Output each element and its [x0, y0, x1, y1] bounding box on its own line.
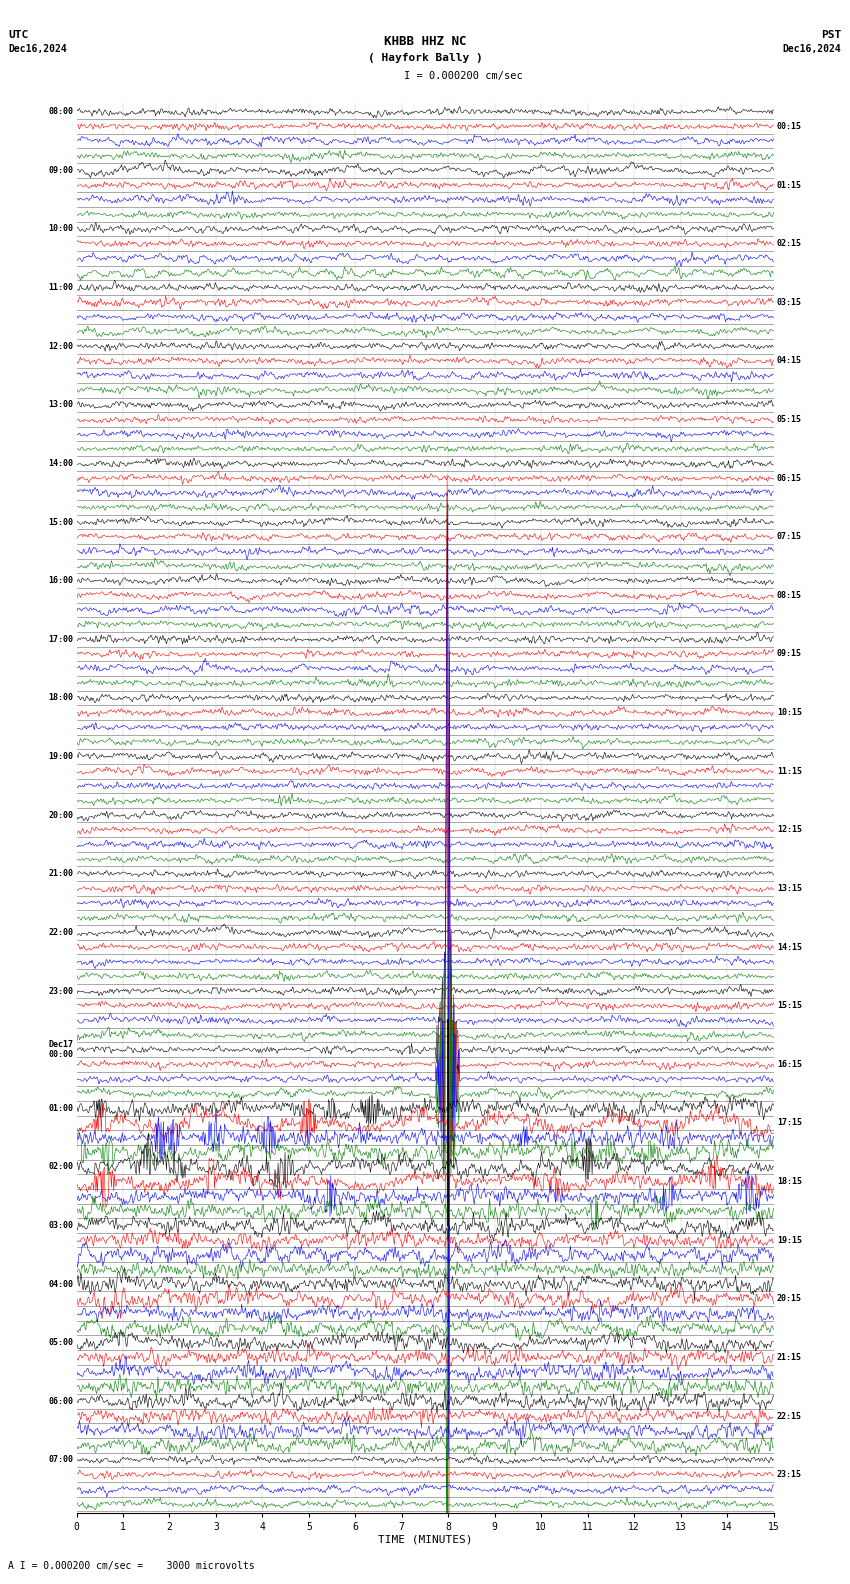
Text: 13:00: 13:00: [48, 401, 73, 409]
Text: 11:15: 11:15: [777, 767, 802, 776]
Text: 10:00: 10:00: [48, 225, 73, 233]
X-axis label: TIME (MINUTES): TIME (MINUTES): [377, 1535, 473, 1544]
Text: 05:00: 05:00: [48, 1338, 73, 1348]
Text: 00:15: 00:15: [777, 122, 802, 131]
Text: 12:00: 12:00: [48, 342, 73, 350]
Text: 19:15: 19:15: [777, 1236, 802, 1245]
Text: KHBB HHZ NC: KHBB HHZ NC: [383, 35, 467, 48]
Text: 05:15: 05:15: [777, 415, 802, 425]
Text: UTC: UTC: [8, 30, 29, 40]
Text: 06:15: 06:15: [777, 474, 802, 483]
Text: ( Hayfork Bally ): ( Hayfork Bally ): [367, 54, 483, 63]
Text: 17:15: 17:15: [777, 1118, 802, 1128]
Text: 14:15: 14:15: [777, 942, 802, 952]
Text: 01:00: 01:00: [48, 1104, 73, 1112]
Text: 10:15: 10:15: [777, 708, 802, 718]
Text: PST: PST: [821, 30, 842, 40]
Text: 03:15: 03:15: [777, 298, 802, 307]
Text: 19:00: 19:00: [48, 752, 73, 760]
Text: 23:15: 23:15: [777, 1470, 802, 1479]
Text: 04:00: 04:00: [48, 1280, 73, 1289]
Text: 21:15: 21:15: [777, 1353, 802, 1362]
Text: 21:00: 21:00: [48, 870, 73, 878]
Text: Dec16,2024: Dec16,2024: [8, 44, 67, 54]
Text: 23:00: 23:00: [48, 987, 73, 995]
Text: Dec16,2024: Dec16,2024: [783, 44, 842, 54]
Text: 08:00: 08:00: [48, 108, 73, 116]
Text: 13:15: 13:15: [777, 884, 802, 893]
Text: 02:15: 02:15: [777, 239, 802, 249]
Text: 16:00: 16:00: [48, 577, 73, 584]
Text: 01:15: 01:15: [777, 181, 802, 190]
Text: 17:00: 17:00: [48, 635, 73, 643]
Text: 07:00: 07:00: [48, 1456, 73, 1465]
Text: 16:15: 16:15: [777, 1060, 802, 1069]
Text: I = 0.000200 cm/sec: I = 0.000200 cm/sec: [404, 71, 523, 81]
Text: 20:00: 20:00: [48, 811, 73, 819]
Text: 03:00: 03:00: [48, 1221, 73, 1231]
Text: 08:15: 08:15: [777, 591, 802, 600]
Text: 09:15: 09:15: [777, 649, 802, 659]
Text: 18:00: 18:00: [48, 694, 73, 702]
Text: 04:15: 04:15: [777, 356, 802, 366]
Text: Dec17
00:00: Dec17 00:00: [48, 1041, 73, 1060]
Text: 14:00: 14:00: [48, 459, 73, 467]
Text: 20:15: 20:15: [777, 1294, 802, 1304]
Text: 15:15: 15:15: [777, 1001, 802, 1011]
Text: 06:00: 06:00: [48, 1397, 73, 1407]
Text: 07:15: 07:15: [777, 532, 802, 542]
Text: 15:00: 15:00: [48, 518, 73, 526]
Text: 02:00: 02:00: [48, 1163, 73, 1172]
Text: 22:00: 22:00: [48, 928, 73, 936]
Text: 09:00: 09:00: [48, 166, 73, 174]
Text: 22:15: 22:15: [777, 1411, 802, 1421]
Text: A I = 0.000200 cm/sec =    3000 microvolts: A I = 0.000200 cm/sec = 3000 microvolts: [8, 1562, 255, 1571]
Text: 11:00: 11:00: [48, 284, 73, 291]
Text: 18:15: 18:15: [777, 1177, 802, 1186]
Text: 12:15: 12:15: [777, 825, 802, 835]
